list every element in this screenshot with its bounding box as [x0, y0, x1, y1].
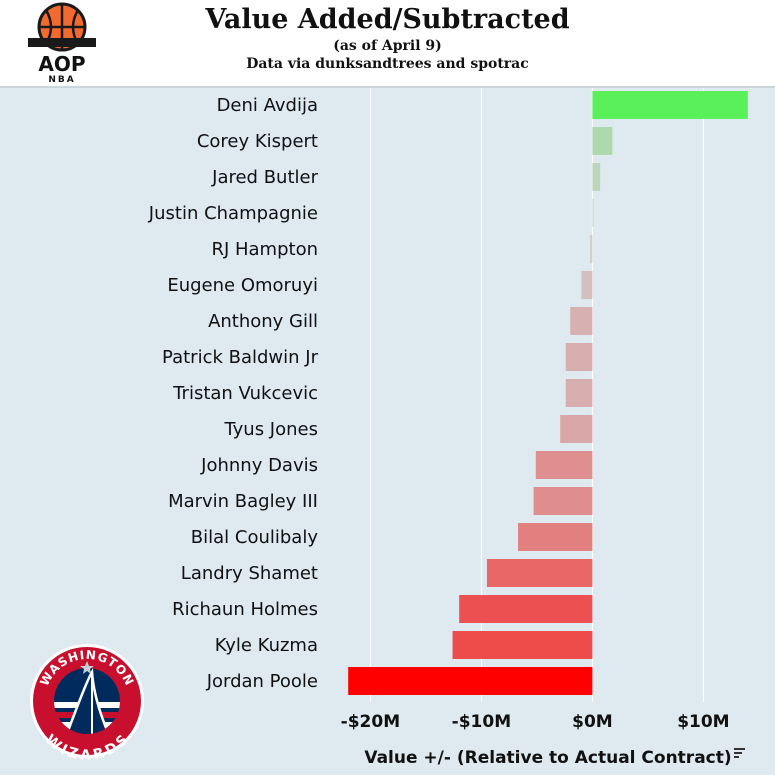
category-label: Corey Kispert — [197, 131, 318, 152]
star-icon — [80, 661, 94, 674]
basketball-icon — [28, 2, 96, 52]
chart-bars — [348, 91, 748, 695]
washington-wizards-logo: WASHINGTON WIZARDS — [30, 644, 144, 760]
x-tick-label: $10M — [677, 712, 729, 732]
chart-subtitle: (as of April 9) — [333, 38, 442, 54]
x-axis-ticks: -$20M -$10M $0M $10M — [341, 712, 730, 732]
bar[interactable] — [592, 127, 613, 155]
category-label: Anthony Gill — [208, 311, 318, 332]
category-label: Johnny Davis — [200, 455, 318, 476]
category-label: Jordan Poole — [206, 671, 318, 692]
category-label: RJ Hampton — [211, 239, 318, 260]
bar[interactable] — [533, 487, 593, 515]
sort-icon[interactable] — [734, 748, 745, 758]
x-tick-label: -$10M — [452, 712, 511, 732]
aop-text: AOP — [38, 52, 85, 76]
header: Value Added/Subtracted (as of April 9) D… — [0, 0, 775, 88]
x-axis-title: Value +/- (Relative to Actual Contract) — [364, 748, 731, 768]
data-source-note: Data via dunksandtrees and spotrac — [246, 56, 529, 72]
aop-nba-logo: AOP NBA — [28, 2, 96, 84]
bar[interactable] — [565, 379, 593, 407]
category-label: Tyus Jones — [223, 419, 318, 440]
nba-text: NBA — [48, 75, 75, 84]
x-tick-label: -$20M — [341, 712, 400, 732]
chart-title: Value Added/Subtracted — [205, 4, 570, 35]
category-label: Kyle Kuzma — [215, 635, 318, 656]
category-label: Richaun Holmes — [172, 599, 318, 620]
bar[interactable] — [348, 667, 593, 695]
bar[interactable] — [565, 343, 593, 371]
category-label: Jared Butler — [211, 167, 318, 188]
bar[interactable] — [581, 271, 593, 299]
x-tick-label: $0M — [572, 712, 613, 732]
bar[interactable] — [518, 523, 593, 551]
bar[interactable] — [560, 415, 593, 443]
category-label: Tristan Vukcevic — [172, 383, 318, 404]
category-label: Marvin Bagley III — [168, 491, 318, 512]
bar[interactable] — [592, 163, 601, 191]
bar[interactable] — [592, 91, 748, 119]
category-label: Eugene Omoruyi — [167, 275, 318, 296]
bar[interactable] — [535, 451, 593, 479]
bar[interactable] — [452, 631, 593, 659]
category-labels: Deni Avdija Corey Kispert Jared Butler Just… — [148, 95, 319, 692]
category-label: Deni Avdija — [217, 95, 318, 116]
bar[interactable] — [570, 307, 593, 335]
category-label: Patrick Baldwin Jr — [162, 347, 319, 368]
category-label: Bilal Coulibaly — [191, 527, 319, 548]
bar[interactable] — [459, 595, 593, 623]
bar[interactable] — [486, 559, 593, 587]
bar[interactable] — [592, 199, 594, 227]
category-label: Justin Champagnie — [148, 203, 318, 224]
bar[interactable] — [590, 235, 593, 263]
category-label: Landry Shamet — [181, 563, 318, 584]
